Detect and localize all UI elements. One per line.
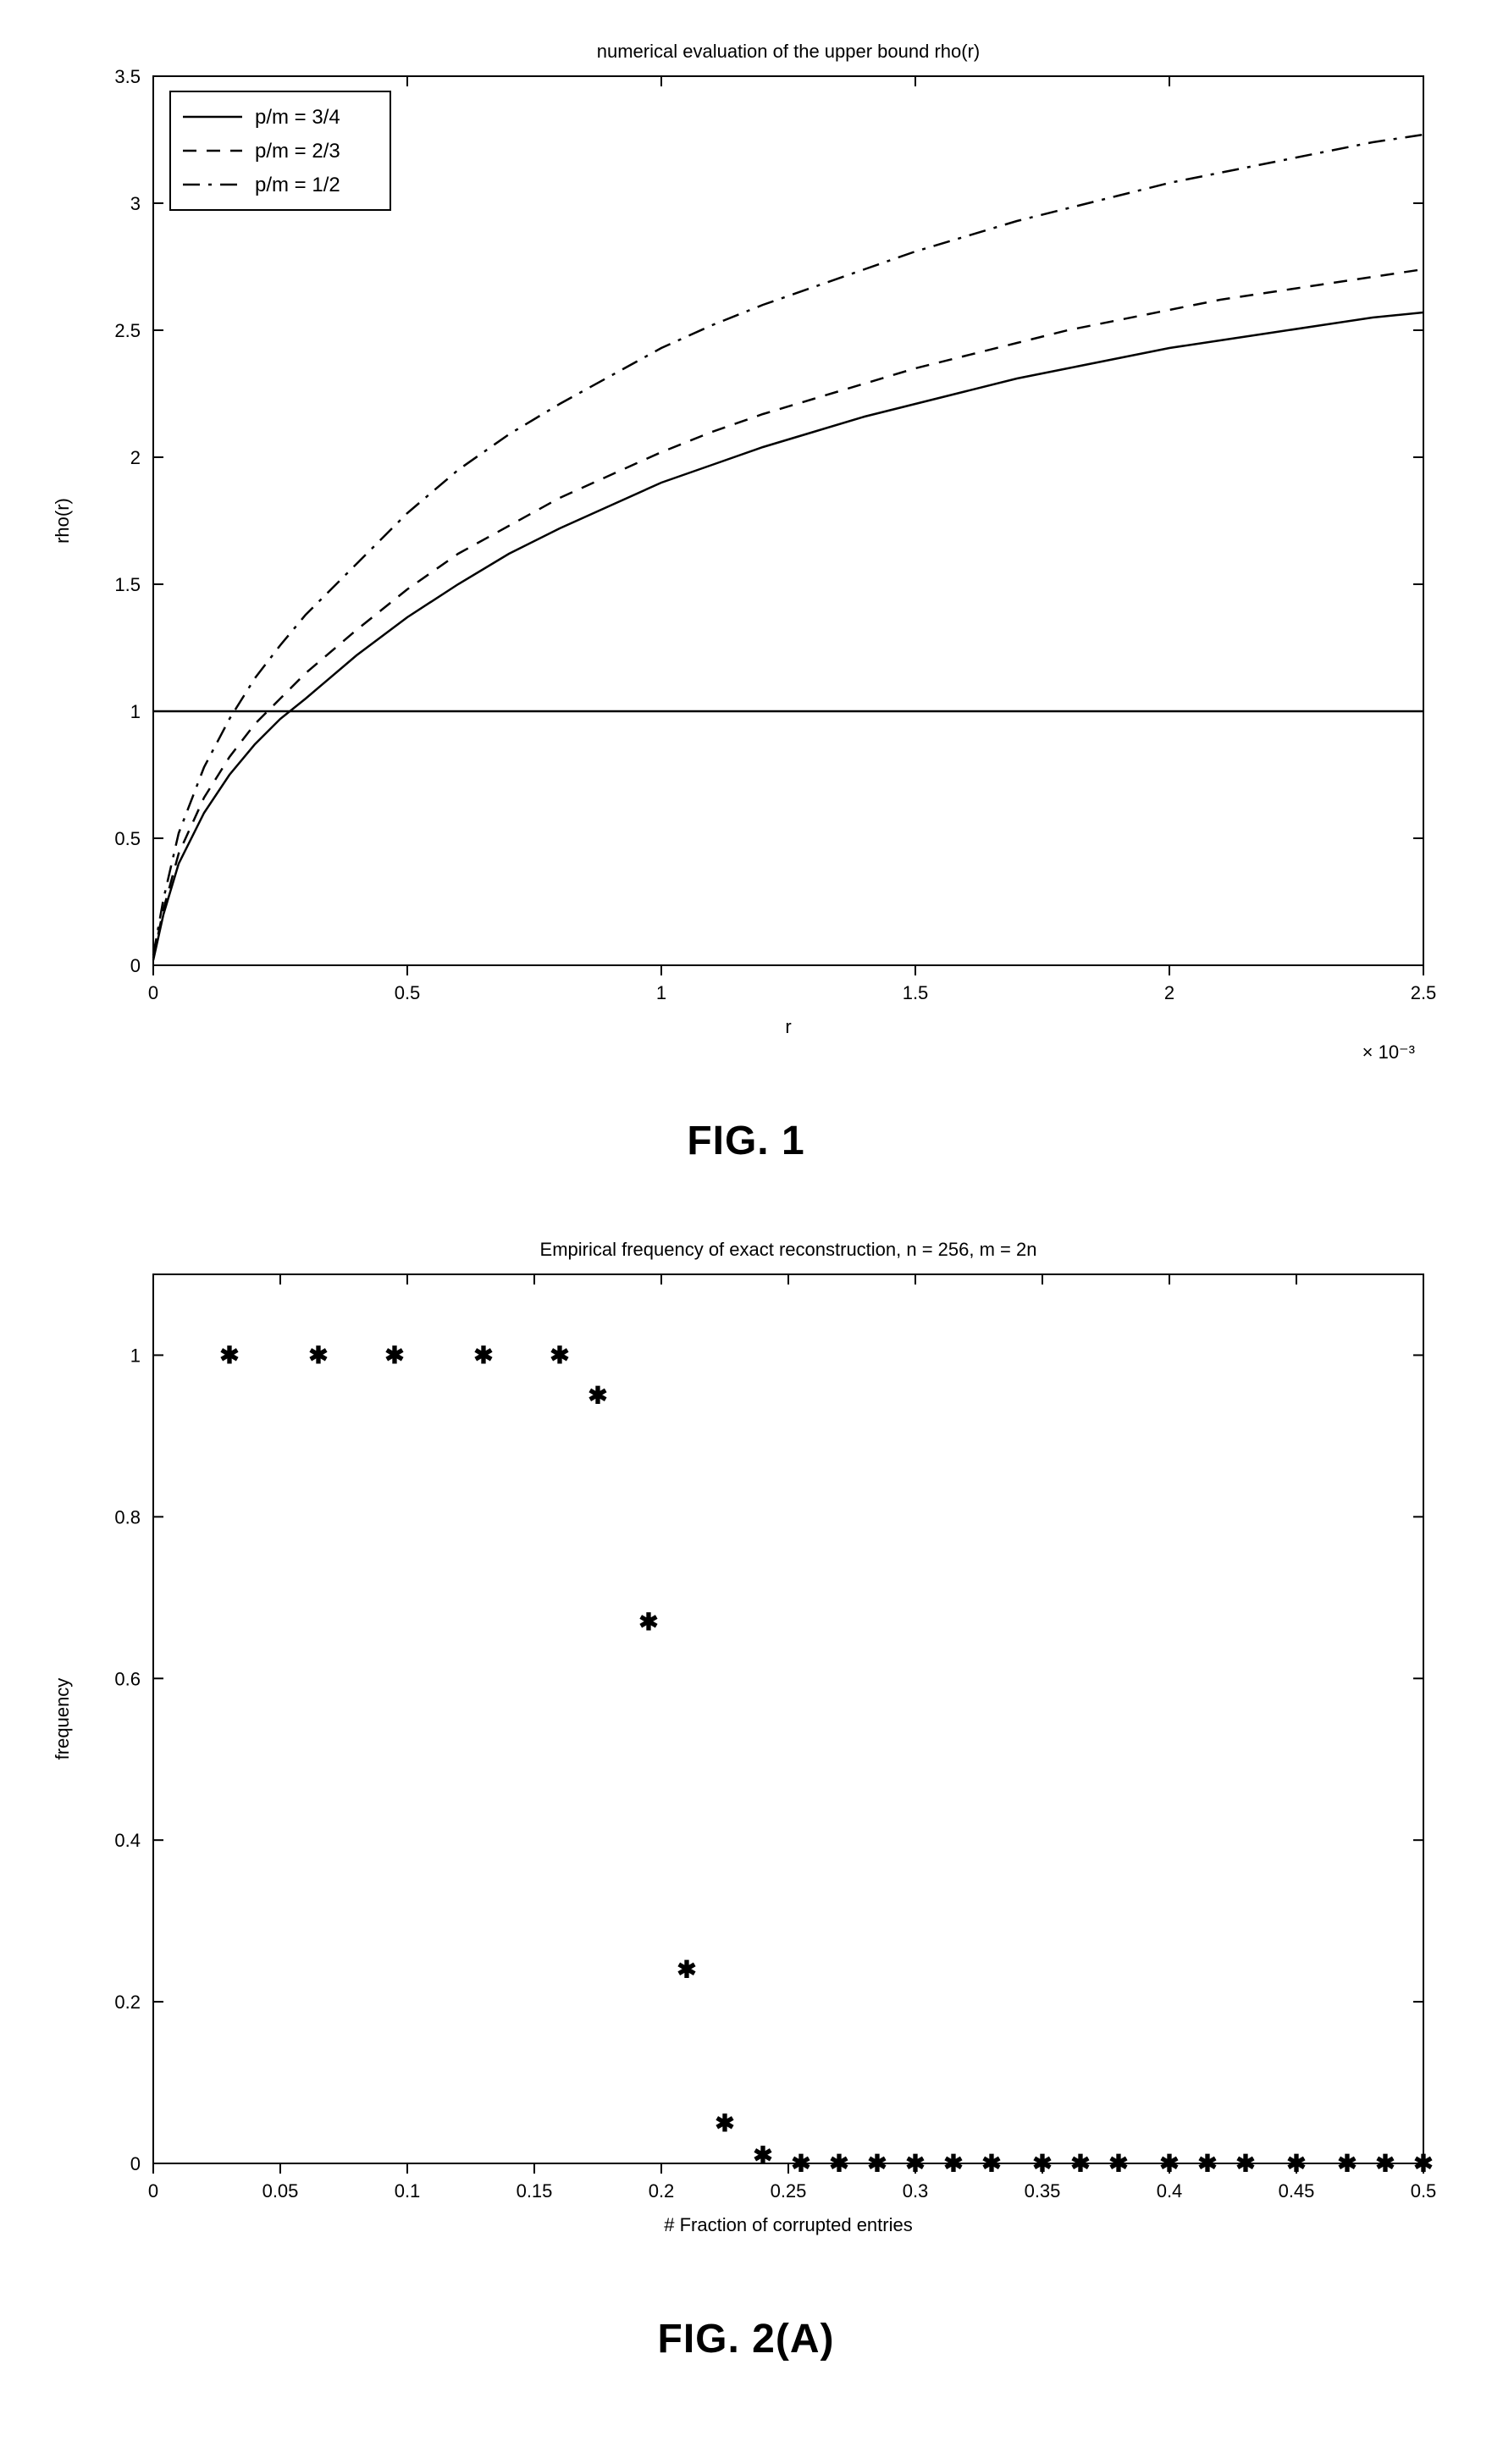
svg-text:0.25: 0.25 — [771, 2180, 807, 2202]
svg-text:Empirical frequency of exact r: Empirical frequency of exact reconstruct… — [540, 1239, 1037, 1260]
svg-text:1.5: 1.5 — [903, 982, 929, 1003]
svg-text:✱: ✱ — [1108, 2151, 1128, 2177]
svg-text:✱: ✱ — [1070, 2151, 1090, 2177]
svg-text:✱: ✱ — [1235, 2151, 1255, 2177]
svg-text:✱: ✱ — [384, 1342, 404, 1368]
svg-text:✱: ✱ — [219, 1342, 239, 1368]
svg-text:rho(r): rho(r) — [52, 498, 73, 544]
svg-text:✱: ✱ — [1159, 2151, 1179, 2177]
svg-text:✱: ✱ — [905, 2151, 925, 2177]
svg-text:✱: ✱ — [943, 2151, 963, 2177]
svg-text:0.45: 0.45 — [1279, 2180, 1315, 2202]
svg-text:1: 1 — [130, 701, 141, 722]
svg-text:1: 1 — [130, 1345, 141, 1366]
svg-text:✱: ✱ — [308, 1342, 328, 1368]
svg-text:0.4: 0.4 — [114, 1830, 141, 1851]
svg-text:✱: ✱ — [473, 1342, 493, 1368]
svg-text:0.2: 0.2 — [649, 2180, 675, 2202]
svg-text:✱: ✱ — [715, 2110, 734, 2136]
svg-text:1: 1 — [656, 982, 666, 1003]
svg-text:p/m = 3/4: p/m = 3/4 — [255, 106, 340, 129]
svg-text:0: 0 — [130, 955, 141, 976]
svg-text:✱: ✱ — [1286, 2151, 1306, 2177]
svg-text:0: 0 — [130, 2153, 141, 2174]
svg-text:r: r — [785, 1016, 791, 1037]
svg-text:✱: ✱ — [1413, 2151, 1433, 2177]
svg-text:3: 3 — [130, 193, 141, 214]
svg-text:✱: ✱ — [638, 1609, 658, 1635]
fig1-svg: numerical evaluation of the upper bound … — [35, 34, 1457, 1092]
svg-text:✱: ✱ — [677, 1956, 696, 1982]
svg-text:2.5: 2.5 — [1411, 982, 1437, 1003]
svg-text:× 10⁻³: × 10⁻³ — [1362, 1041, 1415, 1063]
svg-text:✱: ✱ — [550, 1342, 569, 1368]
svg-text:✱: ✱ — [1197, 2151, 1217, 2177]
fig1-caption: FIG. 1 — [34, 1118, 1458, 1164]
svg-text:0.5: 0.5 — [1411, 2180, 1437, 2202]
svg-text:✱: ✱ — [1032, 2151, 1052, 2177]
svg-text:2.5: 2.5 — [114, 320, 141, 341]
svg-text:✱: ✱ — [791, 2151, 810, 2177]
svg-text:0.5: 0.5 — [114, 828, 141, 849]
svg-text:2: 2 — [130, 447, 141, 468]
svg-text:✱: ✱ — [753, 2142, 772, 2168]
svg-text:0.3: 0.3 — [903, 2180, 929, 2202]
svg-text:✱: ✱ — [867, 2151, 887, 2177]
svg-text:0: 0 — [148, 982, 158, 1003]
svg-text:# Fraction of corrupted entrie: # Fraction of corrupted entries — [664, 2214, 912, 2235]
svg-text:0.35: 0.35 — [1025, 2180, 1061, 2202]
svg-text:3.5: 3.5 — [114, 66, 141, 87]
svg-text:0.5: 0.5 — [395, 982, 421, 1003]
svg-text:frequency: frequency — [52, 1678, 73, 1760]
figure-2a: Empirical frequency of exact reconstruct… — [34, 1232, 1458, 2362]
fig2-svg: Empirical frequency of exact reconstruct… — [35, 1232, 1457, 2290]
svg-text:✱: ✱ — [1337, 2151, 1357, 2177]
svg-text:1.5: 1.5 — [114, 574, 141, 595]
figure-1: numerical evaluation of the upper bound … — [34, 34, 1458, 1164]
svg-text:0.15: 0.15 — [517, 2180, 553, 2202]
svg-text:0.6: 0.6 — [114, 1668, 141, 1689]
svg-text:0.05: 0.05 — [262, 2180, 299, 2202]
svg-text:p/m = 1/2: p/m = 1/2 — [255, 174, 340, 196]
svg-text:2: 2 — [1164, 982, 1174, 1003]
svg-text:0: 0 — [148, 2180, 158, 2202]
svg-text:0.2: 0.2 — [114, 1992, 141, 2013]
svg-text:✱: ✱ — [588, 1383, 607, 1409]
svg-text:numerical evaluation of the up: numerical evaluation of the upper bound … — [597, 41, 981, 62]
svg-text:0.4: 0.4 — [1157, 2180, 1183, 2202]
svg-text:✱: ✱ — [1375, 2151, 1395, 2177]
svg-text:✱: ✱ — [981, 2151, 1001, 2177]
fig2-caption: FIG. 2(A) — [34, 2316, 1458, 2362]
svg-text:0.8: 0.8 — [114, 1506, 141, 1528]
svg-text:p/m = 2/3: p/m = 2/3 — [255, 140, 340, 163]
svg-text:✱: ✱ — [829, 2151, 848, 2177]
svg-text:0.1: 0.1 — [395, 2180, 421, 2202]
